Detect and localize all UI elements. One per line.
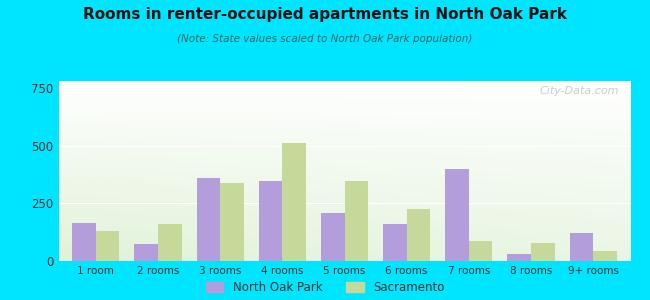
Bar bbox=[531, 242, 554, 261]
Text: City-Data.com: City-Data.com bbox=[540, 86, 619, 96]
Bar bbox=[321, 212, 345, 261]
Bar bbox=[344, 182, 368, 261]
Bar bbox=[196, 178, 220, 261]
Text: Rooms in renter-occupied apartments in North Oak Park: Rooms in renter-occupied apartments in N… bbox=[83, 8, 567, 22]
Bar bbox=[135, 244, 158, 261]
Bar bbox=[508, 254, 531, 261]
Bar bbox=[259, 182, 282, 261]
Bar bbox=[158, 224, 181, 261]
Bar bbox=[72, 223, 96, 261]
Bar bbox=[282, 143, 306, 261]
Bar bbox=[96, 231, 120, 261]
Bar bbox=[407, 209, 430, 261]
Bar bbox=[383, 224, 407, 261]
Legend: North Oak Park, Sacramento: North Oak Park, Sacramento bbox=[205, 281, 445, 294]
Bar bbox=[593, 250, 617, 261]
Bar bbox=[445, 169, 469, 261]
Bar bbox=[469, 242, 493, 261]
Bar bbox=[569, 233, 593, 261]
Bar bbox=[220, 182, 244, 261]
Text: (Note: State values scaled to North Oak Park population): (Note: State values scaled to North Oak … bbox=[177, 34, 473, 44]
